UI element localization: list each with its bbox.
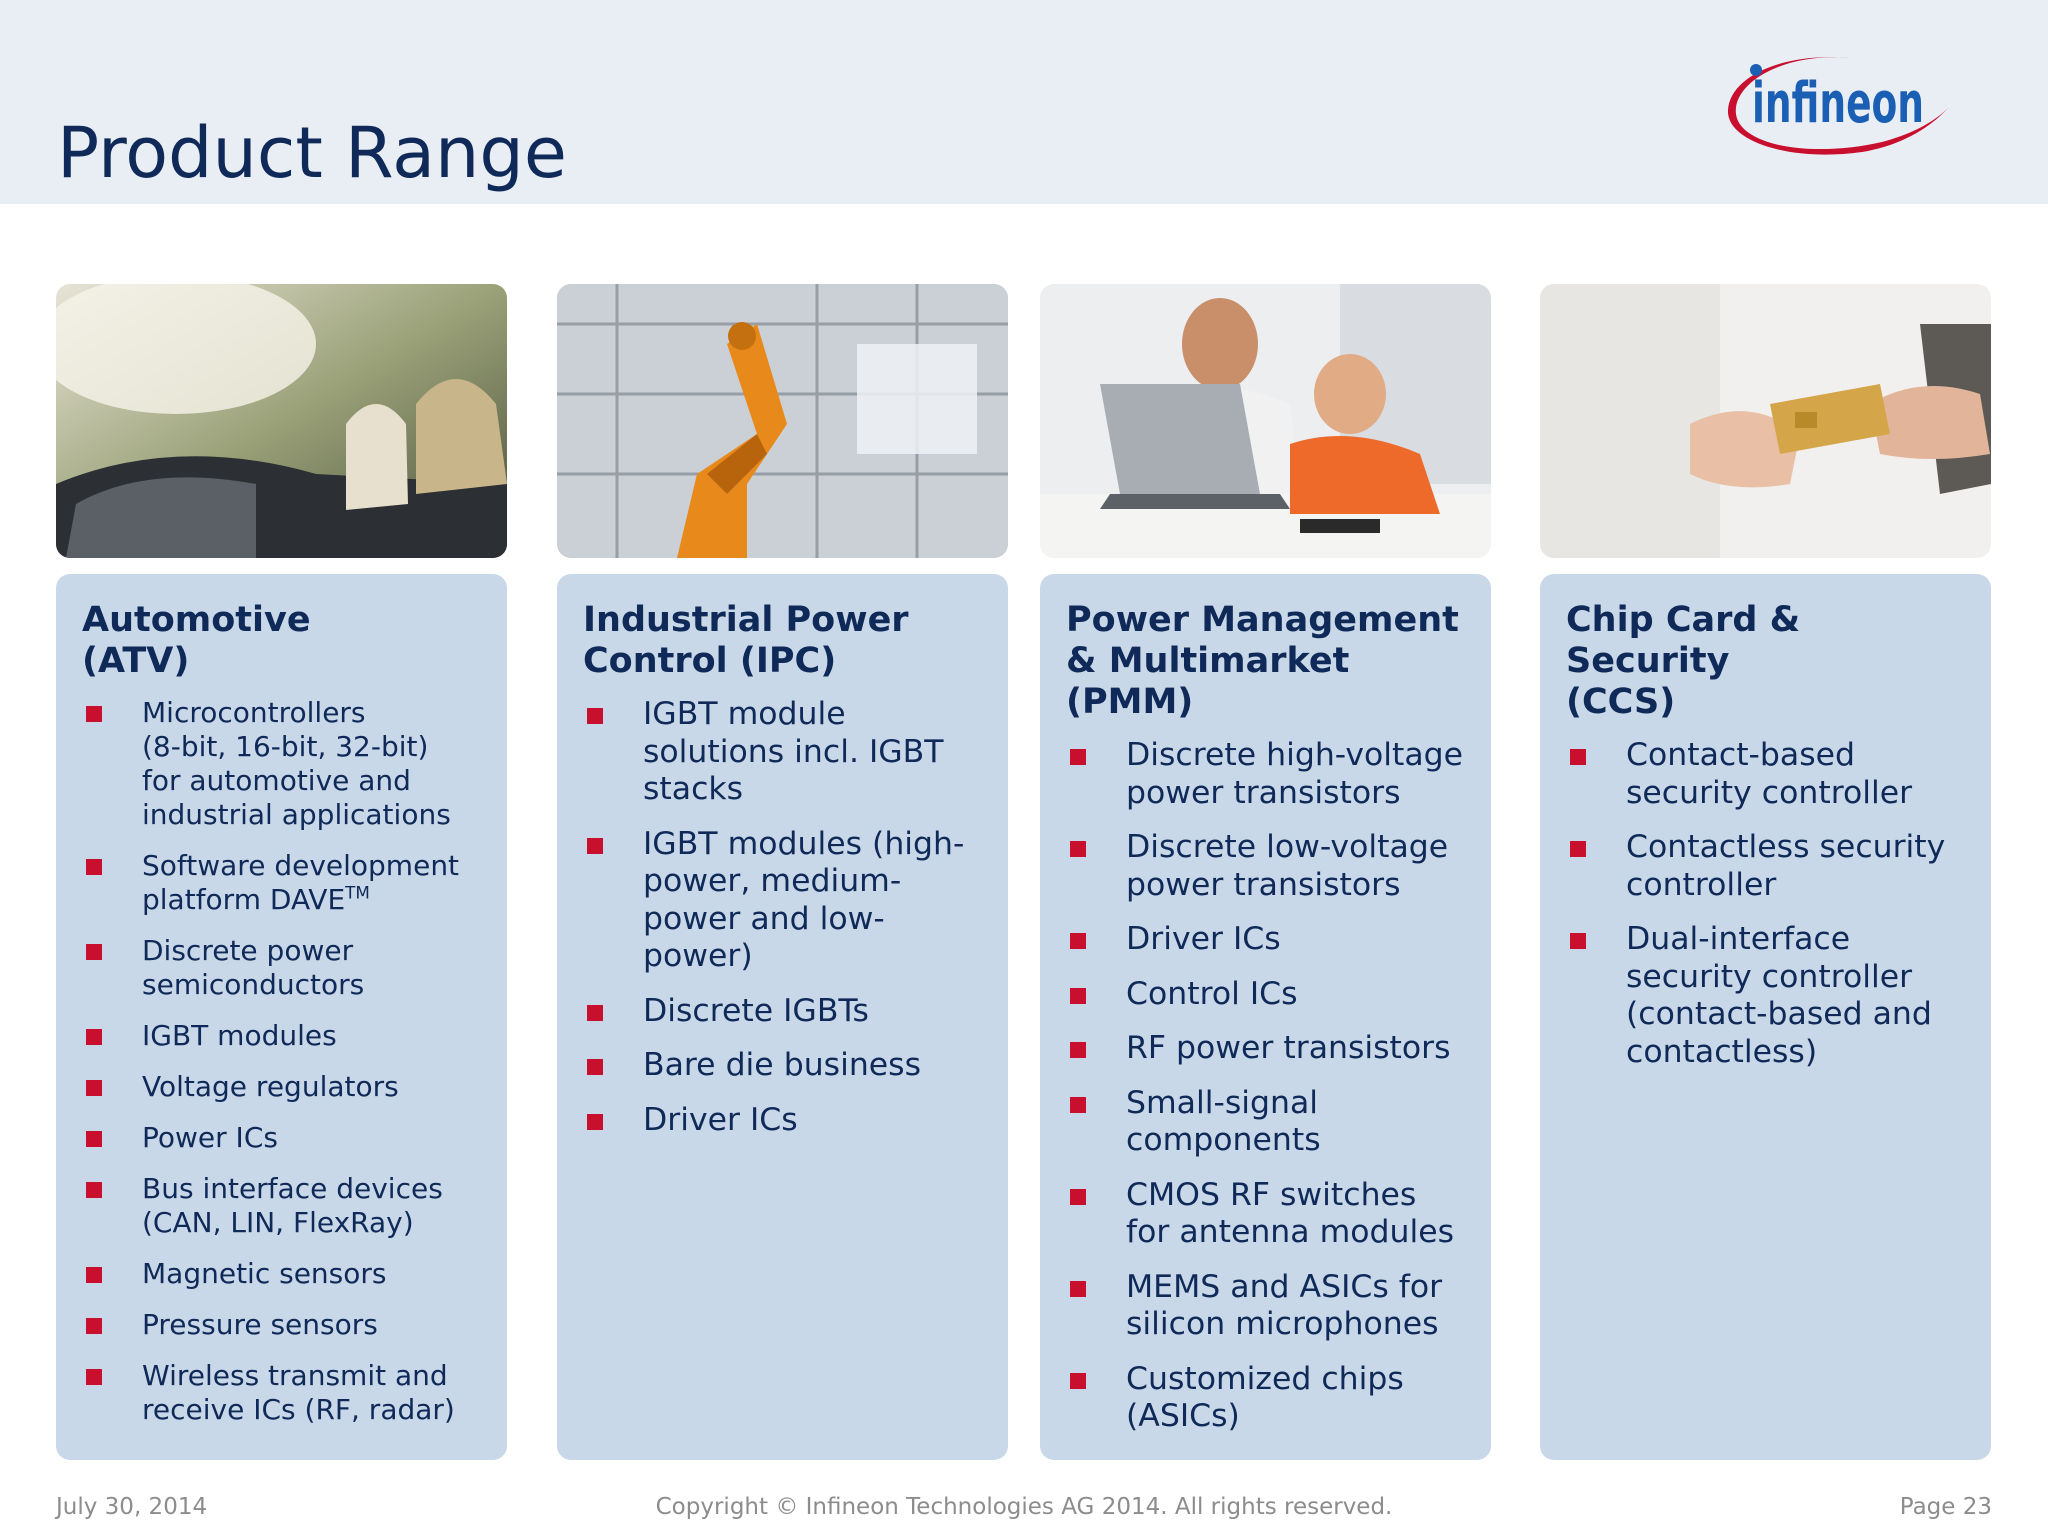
bullet-square-icon (1570, 841, 1586, 857)
bullet-square-icon (1070, 749, 1086, 765)
bullet-square-icon (86, 1182, 102, 1198)
list-item: IGBT modules (high- power, medium- power… (583, 826, 988, 976)
list-item: Discrete high-voltage power transistors (1066, 737, 1471, 812)
list-item: RF power transistors (1066, 1030, 1471, 1068)
list-item: Dual-interface security controller (cont… (1566, 921, 1971, 1071)
list-item: Control ICs (1066, 976, 1471, 1014)
list-item: Pressure sensors (82, 1308, 487, 1342)
slide-header (0, 0, 2048, 204)
list-item: Bus interface devices (CAN, LIN, FlexRay… (82, 1172, 487, 1240)
list-item: IGBT modules (82, 1019, 487, 1053)
column-automotive: Automotive (ATV) Microcontrollers (8-bit… (56, 574, 507, 1460)
bullet-square-icon (86, 1131, 102, 1147)
column-title: Chip Card & Security (CCS) (1566, 600, 1801, 722)
list-item: Contactless security controller (1566, 829, 1971, 904)
consumer-photo (1040, 284, 1491, 558)
column-title: Industrial Power Control (IPC) (583, 600, 909, 681)
trademark-superscript: TM (345, 882, 370, 903)
list-item: Microcontrollers (8-bit, 16-bit, 32-bit)… (82, 696, 487, 832)
list-item: Discrete IGBTs (583, 993, 988, 1031)
list-item: Magnetic sensors (82, 1257, 487, 1291)
column-industrial-power-control: Industrial Power Control (IPC) IGBT modu… (557, 574, 1008, 1460)
column-power-management-multimarket: Power Management & Multimarket (PMM) Dis… (1040, 574, 1491, 1460)
footer-copyright: Copyright © Infineon Technologies AG 201… (655, 1494, 1393, 1520)
bullet-square-icon (1070, 1096, 1086, 1113)
bullet-square-icon (86, 859, 102, 875)
bullet-square-icon (86, 1369, 102, 1385)
svg-text:infineon: infineon (1752, 71, 1924, 136)
column-title: Power Management & Multimarket (PMM) (1066, 600, 1459, 722)
list-item: Voltage regulators (82, 1070, 487, 1104)
bullet-square-icon (86, 944, 102, 960)
list-item: Driver ICs (583, 1102, 988, 1140)
bullet-square-icon (1070, 1372, 1086, 1389)
bullet-square-icon (1070, 1280, 1086, 1297)
list-item: Power ICs (82, 1121, 487, 1155)
bullet-square-icon (86, 1267, 102, 1283)
list-item: Customized chips (ASICs) (1066, 1361, 1471, 1436)
list-item: Bare die business (583, 1047, 988, 1085)
bullet-square-icon (1070, 1188, 1086, 1205)
bullet-square-icon (1070, 841, 1086, 857)
bullet-square-icon (1070, 933, 1086, 949)
slide-title: Product Range (57, 112, 567, 194)
footer-date: July 30, 2014 (56, 1494, 208, 1520)
bullet-square-icon (587, 1004, 603, 1021)
bullet-square-icon (587, 1059, 603, 1075)
bullet-square-icon (1070, 987, 1086, 1004)
list-item: IGBT module solutions incl. IGBT stacks (583, 696, 988, 809)
list-item: Software development platform DAVETM (82, 849, 487, 917)
list-item: Contact-based security controller (1566, 737, 1971, 812)
industrial-photo (557, 284, 1008, 558)
footer-page-number: Page 23 (1899, 1494, 1992, 1520)
list-item: Driver ICs (1066, 921, 1471, 959)
bullet-square-icon (86, 706, 102, 722)
column-title: Automotive (ATV) (82, 600, 311, 681)
bullet-square-icon (86, 1318, 102, 1334)
column-chip-card-security: Chip Card & Security (CCS) Contact-based… (1540, 574, 1991, 1460)
bullet-square-icon (1070, 1042, 1086, 1058)
list-item: Wireless transmit and receive ICs (RF, r… (82, 1359, 487, 1427)
bullet-square-icon (587, 1113, 603, 1130)
chip-card-photo (1540, 284, 1991, 558)
bullet-square-icon (1570, 933, 1586, 949)
bullet-square-icon (86, 1080, 102, 1096)
bullet-square-icon (587, 837, 603, 854)
bullet-square-icon (587, 708, 603, 724)
infineon-logo: infineon (1722, 50, 1954, 162)
list-item: Small-signal components (1066, 1085, 1471, 1160)
automotive-photo (56, 284, 507, 558)
list-item: CMOS RF switches for antenna modules (1066, 1177, 1471, 1252)
bullet-square-icon (1570, 749, 1586, 765)
bullet-square-icon (86, 1029, 102, 1045)
list-item: Discrete low-voltage power transistors (1066, 829, 1471, 904)
list-item: Discrete power semiconductors (82, 934, 487, 1002)
list-item: MEMS and ASICs for silicon microphones (1066, 1269, 1471, 1344)
